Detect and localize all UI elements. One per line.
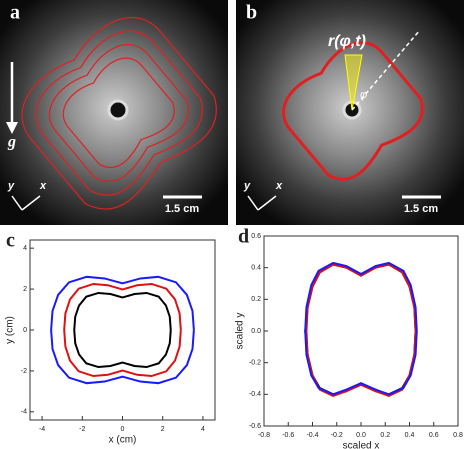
panel-b: b r(φ,t) φ y x 1.5 cm [236,0,464,225]
plot-frame [29,239,216,421]
axis-x: x [275,180,283,192]
x-tick-label: 0.4 [405,432,415,439]
x-tick-label: 4 [201,426,205,433]
arrow-head [6,122,18,134]
panel-label: c [6,230,15,252]
y-tick-label: -4 [21,409,27,416]
axes-icon [11,195,41,211]
x-tick-label: 0 [121,426,125,433]
scale-label: 1.5 cm [404,203,438,215]
axis-y: y [7,180,15,192]
curve [63,282,182,378]
x-tick-label: 0.2 [380,432,390,439]
y-tick-label: -2 [21,368,27,375]
center [107,99,129,121]
axes-icon [247,195,277,211]
curve [304,261,418,396]
plot-frame [263,235,459,427]
y-tick-label: -0.2 [249,360,261,367]
curve [73,291,172,369]
x-tick-label: -0.4 [306,432,318,439]
x-tick-label: -0.2 [331,432,343,439]
x-tick-label: 0.8 [453,432,463,439]
panel-a: a g y x 1.5 cm [0,0,228,225]
y-tick-label: 0.4 [251,265,261,272]
panel-label: d [238,226,249,248]
y-tick-label: 4 [23,245,27,252]
axis-y: y [243,180,251,192]
curve [305,263,417,397]
y-tick-label: 0 [23,327,27,334]
x-tick-label: 0.0 [356,432,366,439]
x-axis-label: scaled x [343,441,380,449]
y-axis-label: y (cm) [5,316,16,344]
panel-label: b [246,2,257,24]
x-tick-label: -4 [39,426,45,433]
y-tick-label: 2 [23,286,27,293]
panel-label: a [10,2,20,24]
angle-label: φ [360,89,367,101]
y-tick-label: -0.4 [249,391,261,398]
x-tick-label: -0.6 [282,432,294,439]
curve [304,263,417,396]
y-axis-label: scaled y [235,313,246,350]
scale-label: 1.5 cm [165,203,199,215]
reference-line [351,29,421,111]
contour [282,41,424,181]
x-tick-label: 0.6 [429,432,439,439]
annotation: r(φ,t) [328,33,366,50]
y-tick-label: 0.0 [251,328,261,335]
y-tick-label: 0.2 [251,296,261,303]
y-tick-label: 0.6 [251,233,261,240]
wedge [344,54,363,111]
x-tick-label: -2 [79,426,85,433]
y-tick-label: -0.6 [249,423,261,430]
x-tick-label: 2 [161,426,165,433]
x-tick-label: -0.8 [258,432,270,439]
x-axis-label: x (cm) [109,435,137,446]
curve [50,275,195,385]
axis-x: x [39,180,47,192]
contours [21,16,217,210]
gravity-label: g [7,134,16,151]
